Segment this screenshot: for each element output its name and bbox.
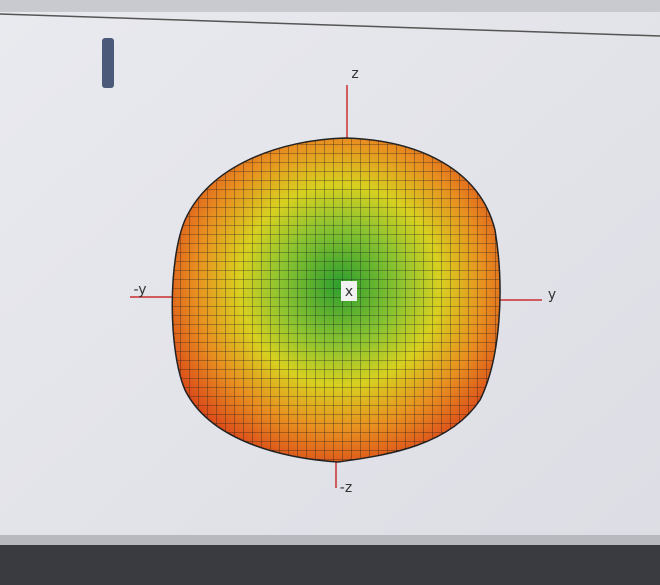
screen-photo: z -y y x -z: [0, 0, 660, 585]
bottom-bezel: [0, 545, 660, 585]
top-bar: [0, 0, 660, 12]
bottom-strip: [0, 535, 660, 545]
axis-label: -z: [340, 480, 352, 496]
page: z -y y x -z (() => { const data = JSON.p…: [0, 0, 660, 585]
axis-label: y: [548, 287, 556, 303]
axis-label: -y: [133, 282, 146, 298]
probe-icon: [102, 38, 114, 88]
axis-label: z: [351, 66, 358, 82]
axis-label: x: [345, 284, 353, 300]
